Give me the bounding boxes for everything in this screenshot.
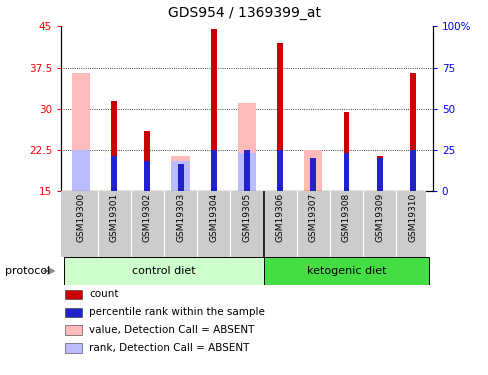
Text: GSM19307: GSM19307	[308, 193, 317, 243]
Bar	[65, 343, 81, 352]
Text: GSM19302: GSM19302	[142, 193, 152, 242]
Bar	[111, 100, 117, 191]
Bar	[171, 161, 189, 191]
Bar	[310, 158, 316, 191]
Bar	[237, 103, 256, 191]
Bar	[144, 131, 150, 191]
Bar	[210, 29, 216, 191]
Text: GSM19305: GSM19305	[242, 193, 251, 243]
Text: control diet: control diet	[132, 266, 195, 276]
Bar	[177, 164, 183, 191]
Text: GSM19308: GSM19308	[341, 193, 350, 243]
Bar	[343, 153, 349, 191]
Text: GDS954 / 1369399_at: GDS954 / 1369399_at	[168, 6, 320, 20]
Bar	[277, 43, 283, 191]
Bar	[65, 326, 81, 335]
Bar	[210, 150, 216, 191]
Bar	[376, 156, 382, 191]
Text: GSM19300: GSM19300	[77, 193, 85, 243]
Bar	[65, 308, 81, 317]
Bar	[237, 153, 256, 191]
Bar	[409, 73, 415, 191]
Bar	[244, 150, 249, 191]
Bar	[277, 150, 283, 191]
Text: GSM19304: GSM19304	[209, 193, 218, 242]
Text: value, Detection Call = ABSENT: value, Detection Call = ABSENT	[89, 325, 254, 335]
Bar	[64, 257, 263, 285]
Bar	[171, 156, 189, 191]
Bar	[304, 150, 322, 191]
Text: GSM19310: GSM19310	[407, 193, 416, 243]
Text: protocol: protocol	[5, 266, 50, 276]
Text: ketogenic diet: ketogenic diet	[306, 266, 386, 276]
Bar	[72, 73, 90, 191]
Text: count: count	[89, 290, 118, 299]
Text: rank, Detection Call = ABSENT: rank, Detection Call = ABSENT	[89, 343, 249, 353]
Bar	[144, 161, 150, 191]
Bar	[409, 150, 415, 191]
Bar	[343, 111, 349, 191]
Bar	[72, 150, 90, 191]
Text: GSM19309: GSM19309	[374, 193, 384, 243]
Bar	[376, 158, 382, 191]
Bar	[65, 290, 81, 299]
Bar	[111, 156, 117, 191]
Text: percentile rank within the sample: percentile rank within the sample	[89, 307, 264, 317]
Text: GSM19306: GSM19306	[275, 193, 284, 243]
Text: GSM19301: GSM19301	[109, 193, 119, 243]
Bar	[263, 257, 428, 285]
Text: GSM19303: GSM19303	[176, 193, 184, 243]
